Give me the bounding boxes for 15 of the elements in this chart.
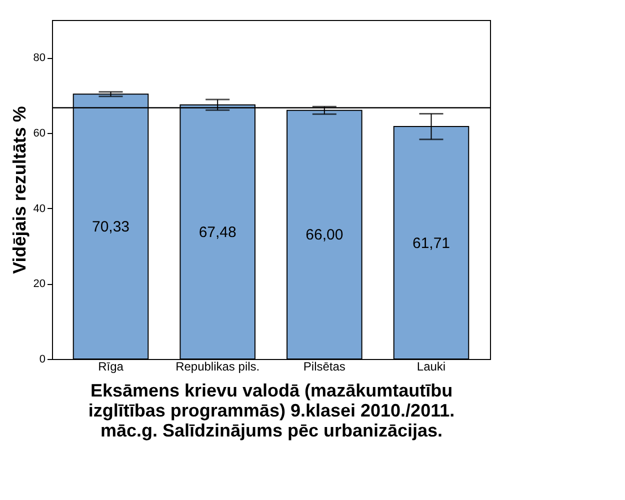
y-tick-label: 20 [33, 278, 46, 290]
data-label: 67,48 [198, 224, 236, 241]
y-tick-label: 80 [33, 52, 46, 64]
x-tick-label: Rīga [98, 360, 124, 374]
y-tick-label: 0 [39, 354, 46, 366]
x-axis-title: Eksāmens krievu valodā (mazākumtautību izglītības programmās) 9.klasei 2010./2011. māc.g. Salīdzinājums pēc urbanizācijas. [88, 380, 455, 440]
x-tick-label: Republikas pils. [176, 360, 260, 374]
y-tick-label: 40 [33, 202, 46, 215]
data-label: 66,00 [306, 226, 344, 244]
x-tick-label: Lauki [416, 360, 446, 374]
y-axis-title: Vidējais rezultāts % [9, 106, 30, 274]
data-label: 70,33 [92, 218, 130, 236]
data-label: 61,71 [412, 234, 450, 252]
x-tick-label: Pilsētas [303, 360, 346, 374]
y-tick-label: 60 [33, 128, 46, 140]
